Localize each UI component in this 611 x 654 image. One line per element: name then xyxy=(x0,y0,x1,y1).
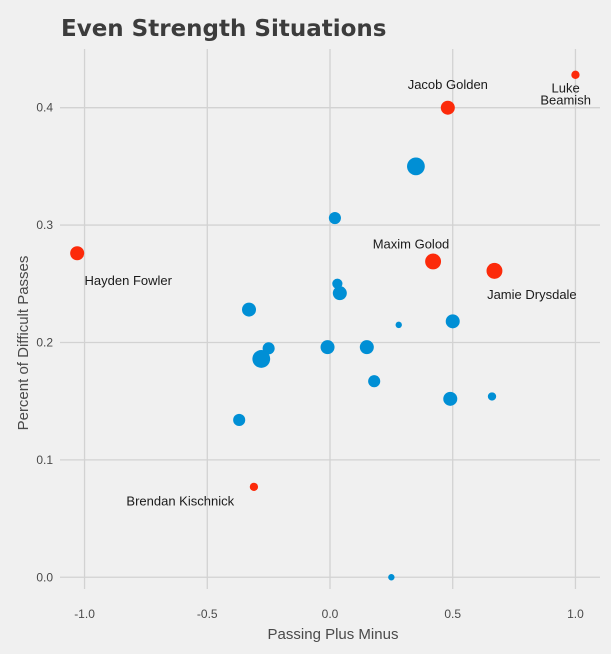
data-point xyxy=(443,391,458,406)
player-annotation: Brendan Kischnick xyxy=(126,494,234,509)
data-points xyxy=(70,70,580,581)
y-tick-label: 0.1 xyxy=(36,453,53,467)
highlighted-data-point xyxy=(486,262,503,279)
player-annotation: Jamie Drysdale xyxy=(487,287,577,302)
data-point xyxy=(445,314,460,329)
y-axis-label: Percent of Difficult Passes xyxy=(15,256,32,431)
grid-layer xyxy=(60,49,600,589)
chart-title: Even Strength Situations xyxy=(61,16,386,42)
highlighted-data-point xyxy=(440,100,455,115)
data-point xyxy=(359,340,374,355)
y-tick-label: 0.0 xyxy=(36,570,53,584)
player-annotation: Jacob Golden xyxy=(408,77,488,92)
highlighted-data-point xyxy=(571,70,580,79)
data-point xyxy=(332,286,347,301)
player-annotation: Hayden Fowler xyxy=(85,273,173,288)
tick-labels: -1.0 -0.5 0.0 0.5 1.0 0.0 0.1 0.2 0.3 0.4 xyxy=(36,101,584,621)
data-point xyxy=(368,375,381,388)
data-point xyxy=(320,340,335,355)
player-annotation: Luke xyxy=(552,80,580,95)
data-point xyxy=(242,302,256,317)
data-point xyxy=(252,350,271,368)
data-point xyxy=(407,157,425,176)
player-annotation: Maxim Golod xyxy=(373,237,450,252)
x-tick-label: 0.5 xyxy=(444,607,461,621)
highlighted-data-point xyxy=(425,253,442,270)
data-point xyxy=(487,392,497,401)
highlighted-data-point xyxy=(70,246,85,261)
x-axis-label: Passing Plus Minus xyxy=(268,626,399,643)
x-tick-label: 0.0 xyxy=(322,607,339,621)
data-point xyxy=(233,413,246,427)
data-point xyxy=(328,211,341,225)
highlighted-data-point xyxy=(249,482,259,492)
player-annotation: Beamish xyxy=(540,92,591,107)
data-point xyxy=(388,574,395,581)
x-tick-label: -0.5 xyxy=(197,607,218,621)
x-tick-label: 1.0 xyxy=(567,607,584,621)
data-point xyxy=(395,321,402,329)
x-tick-label: -1.0 xyxy=(74,607,95,621)
y-tick-label: 0.4 xyxy=(36,101,53,115)
y-tick-label: 0.2 xyxy=(36,335,53,349)
y-tick-label: 0.3 xyxy=(36,218,53,232)
